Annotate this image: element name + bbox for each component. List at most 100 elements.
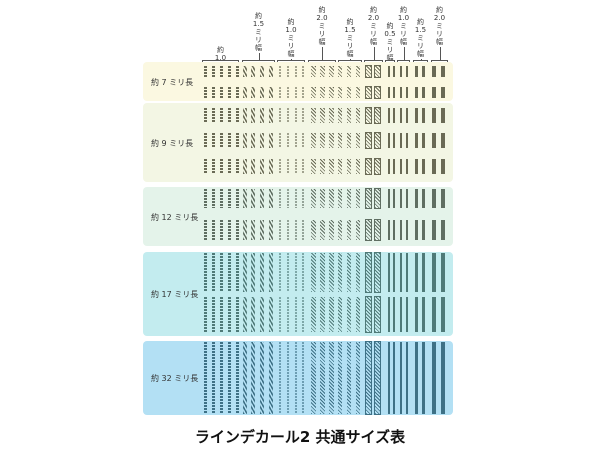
line-decal-strip	[356, 159, 360, 174]
line-decal-strip	[432, 220, 436, 240]
line-decal-strip	[393, 189, 395, 208]
line-decal-strip	[421, 297, 425, 332]
line-decal-strip	[373, 341, 381, 415]
line-decal-strip	[400, 253, 402, 292]
width-header-text: リ	[255, 36, 262, 44]
line-decal-strip	[364, 296, 372, 333]
line-decal-strip	[356, 66, 360, 77]
width-header-text: ミ	[370, 22, 377, 30]
line-decal-strip	[279, 133, 281, 148]
line-decal-strip	[203, 220, 207, 240]
line-decal-strip	[269, 297, 273, 332]
width-header-text: 約	[346, 18, 354, 26]
line-decal-strip	[227, 108, 231, 123]
width-header-text: ミ	[386, 38, 394, 46]
width-header-text: 約	[400, 6, 407, 14]
line-decal-strip	[269, 87, 273, 98]
line-decal-strip	[251, 108, 255, 123]
width-header-text: リ	[287, 42, 295, 50]
line-decal-strip	[235, 159, 239, 174]
line-decal-strip	[251, 342, 255, 414]
line-decal-strip	[269, 159, 273, 174]
line-decal-strip	[243, 220, 247, 240]
line-decal-strip	[235, 253, 239, 292]
line-decal-strip	[319, 220, 325, 240]
line-decal-strip	[211, 87, 215, 98]
line-decal-strip	[251, 297, 255, 332]
line-decal-strip	[356, 297, 360, 332]
width-header: 約 1.5 ミリ幅	[252, 12, 266, 52]
width-header-text: ミ	[318, 22, 326, 30]
line-decal-strip	[203, 108, 207, 123]
line-decal-strip	[388, 87, 390, 98]
width-header-text: 約	[287, 18, 295, 26]
width-header-text: ミ	[400, 22, 407, 30]
line-decal-strip	[347, 189, 351, 208]
line-decal-strip	[432, 159, 436, 174]
line-decal-strip	[211, 108, 215, 123]
line-decal-strip	[319, 133, 325, 148]
line-decal-strip	[432, 66, 436, 77]
line-decal-strip	[364, 252, 372, 293]
line-decal-strip	[364, 158, 372, 175]
line-decal-strip	[302, 133, 304, 148]
line-decal-strip	[251, 66, 255, 77]
line-decal-strip	[219, 66, 223, 77]
line-decal-strip	[393, 297, 395, 332]
line-decal-strip	[441, 66, 445, 77]
line-decal-strip	[260, 133, 264, 148]
line-decal-strip	[269, 220, 273, 240]
line-decal-strip	[347, 342, 351, 414]
line-decal-strip	[406, 189, 408, 208]
line-decal-strip	[243, 297, 247, 332]
line-decal-strip	[421, 66, 425, 77]
line-decal-strip	[393, 66, 395, 77]
line-decal-strip	[319, 297, 325, 332]
width-header-text: 幅	[400, 38, 407, 46]
line-decal-strip	[364, 107, 372, 124]
line-decal-strip	[414, 66, 418, 77]
line-decal-strip	[211, 297, 215, 332]
line-decal-strip	[295, 189, 297, 208]
line-decal-strip	[441, 342, 445, 414]
line-decal-strip	[243, 189, 247, 208]
line-decal-strip	[432, 87, 436, 98]
line-decal-strip	[269, 253, 273, 292]
line-decal-strip	[400, 108, 402, 123]
line-decal-strip	[302, 253, 304, 292]
line-decal-strip	[328, 66, 334, 77]
line-decal-strip	[338, 133, 342, 148]
line-decal-strip	[414, 189, 418, 208]
line-decal-strip	[260, 220, 264, 240]
line-decal-strip	[441, 108, 445, 123]
line-decal-strip	[302, 297, 304, 332]
width-header-text: 幅	[417, 50, 424, 58]
line-decal-strip	[219, 159, 223, 174]
line-decal-strip	[235, 133, 239, 148]
line-decal-strip	[328, 189, 334, 208]
line-decal-strip	[243, 342, 247, 414]
line-decal-strip	[338, 189, 342, 208]
line-decal-strip	[328, 342, 334, 414]
width-header-text: 2.0	[367, 14, 380, 22]
line-decal-strip	[227, 159, 231, 174]
width-header-text: 1.0	[214, 54, 227, 62]
line-decal-strip	[388, 253, 390, 292]
bracket-stem	[258, 53, 260, 60]
line-decal-strip	[356, 220, 360, 240]
line-decal-strip	[373, 252, 381, 293]
line-decal-strip	[203, 342, 207, 414]
line-decal-strip	[441, 159, 445, 174]
line-decal-strip	[364, 65, 372, 78]
line-decal-strip	[406, 220, 408, 240]
line-decal-strip	[227, 87, 231, 98]
line-decal-strip	[269, 342, 273, 414]
line-decal-strip	[260, 189, 264, 208]
line-decal-strip	[406, 253, 408, 292]
line-decal-strip	[319, 189, 325, 208]
line-decal-strip	[319, 159, 325, 174]
width-header-text: 幅	[370, 38, 377, 46]
line-decal-strip	[319, 253, 325, 292]
line-decal-strip	[219, 87, 223, 98]
